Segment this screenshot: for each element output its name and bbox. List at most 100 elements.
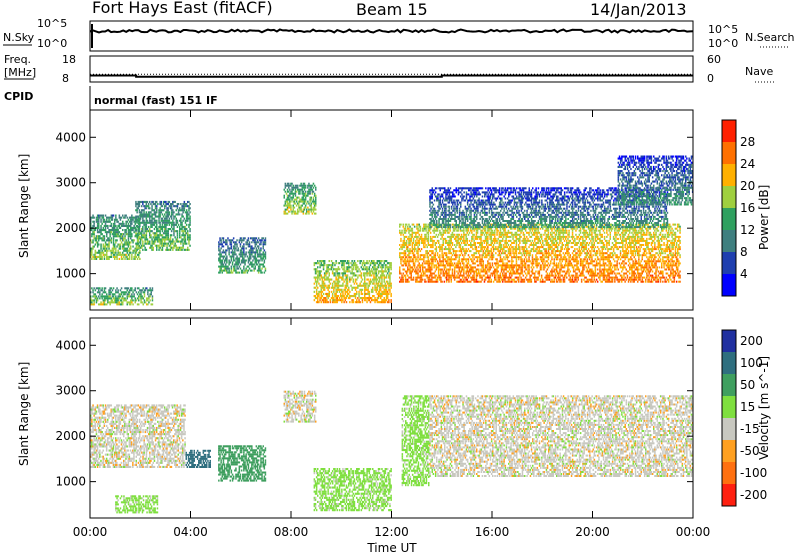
data-cell <box>318 276 320 279</box>
data-cell <box>360 288 363 291</box>
data-cell <box>475 260 478 263</box>
data-cell <box>236 239 238 242</box>
data-cell <box>443 248 446 251</box>
data-cell <box>456 276 458 279</box>
data-cell <box>345 276 348 279</box>
data-cell <box>334 286 336 289</box>
data-cell <box>100 295 102 298</box>
data-cell <box>367 278 369 281</box>
data-cell <box>439 278 441 281</box>
data-cell <box>116 287 118 290</box>
data-cell <box>259 267 261 270</box>
data-cell <box>127 295 130 298</box>
data-cell <box>142 215 144 218</box>
data-cell <box>465 244 467 246</box>
data-cell <box>439 256 441 259</box>
station-title: Fort Hays East (fitACF) <box>92 0 273 17</box>
data-cell <box>254 261 256 264</box>
data-cell <box>450 252 452 255</box>
data-cell <box>289 204 291 207</box>
data-cell <box>167 215 169 218</box>
data-cell <box>528 246 530 249</box>
data-cell <box>146 230 149 233</box>
data-cell <box>127 241 130 244</box>
data-cell <box>429 231 432 234</box>
data-cell <box>404 229 407 232</box>
data-cell <box>137 234 139 237</box>
data-cell <box>189 219 191 222</box>
data-cell <box>286 208 289 211</box>
data-cell <box>369 272 372 275</box>
data-cell <box>286 200 289 203</box>
data-cell <box>161 242 164 245</box>
data-cell <box>476 256 479 259</box>
data-cell <box>168 223 171 226</box>
data-cell <box>360 276 363 279</box>
data-cell <box>106 231 108 234</box>
data-cell <box>488 244 490 246</box>
data-cell <box>327 264 329 267</box>
data-cell <box>225 241 227 244</box>
data-cell <box>260 269 262 272</box>
data-cell <box>319 266 321 269</box>
data-cell <box>377 290 380 293</box>
data-cell <box>165 200 167 203</box>
data-cell <box>437 264 440 267</box>
data-cell <box>348 266 350 269</box>
data-cell <box>480 262 482 265</box>
data-cell <box>232 259 235 262</box>
data-cell <box>142 209 144 212</box>
data-cell <box>510 239 512 242</box>
data-cell <box>401 278 403 281</box>
data-cell <box>307 186 309 189</box>
data-cell <box>366 278 368 281</box>
data-cell <box>264 267 267 270</box>
data-cell <box>373 266 375 269</box>
data-cell <box>515 252 518 255</box>
data-cell <box>125 241 127 244</box>
data-cell <box>185 232 188 235</box>
data-cell <box>449 264 451 267</box>
data-cell <box>173 225 175 228</box>
data-cell <box>257 261 260 264</box>
data-cell <box>412 264 415 267</box>
data-cell <box>399 276 401 279</box>
data-cell <box>492 280 495 283</box>
data-cell <box>115 239 117 242</box>
data-cell <box>188 200 190 203</box>
data-cell <box>335 262 337 265</box>
data-cell <box>308 210 310 213</box>
data-cell <box>426 260 428 263</box>
data-cell <box>149 295 151 298</box>
data-cell <box>351 268 353 271</box>
data-cell <box>111 293 114 296</box>
data-cell <box>475 246 478 249</box>
data-cell <box>107 295 109 298</box>
data-cell <box>435 227 438 230</box>
data-cell <box>164 244 166 247</box>
data-cell <box>229 261 231 264</box>
data-cell <box>511 266 513 269</box>
data-cell <box>180 240 182 243</box>
data-cell <box>226 271 228 274</box>
data-cell <box>128 293 131 296</box>
data-cell <box>149 236 151 239</box>
data-cell <box>405 272 408 275</box>
data-cell <box>487 260 489 263</box>
data-cell <box>184 248 187 251</box>
data-cell <box>349 297 351 300</box>
data-cell <box>98 291 100 294</box>
data-cell <box>152 246 154 249</box>
data-cell <box>218 259 220 262</box>
data-cell <box>486 231 488 234</box>
data-cell <box>157 230 159 233</box>
data-cell <box>125 222 127 225</box>
data-cell <box>95 218 98 221</box>
data-cell <box>405 280 408 283</box>
data-cell <box>177 248 180 251</box>
data-cell <box>482 246 484 249</box>
data-cell <box>108 231 110 234</box>
data-cell <box>141 301 143 304</box>
data-cell <box>168 219 171 222</box>
data-cell <box>403 258 406 261</box>
